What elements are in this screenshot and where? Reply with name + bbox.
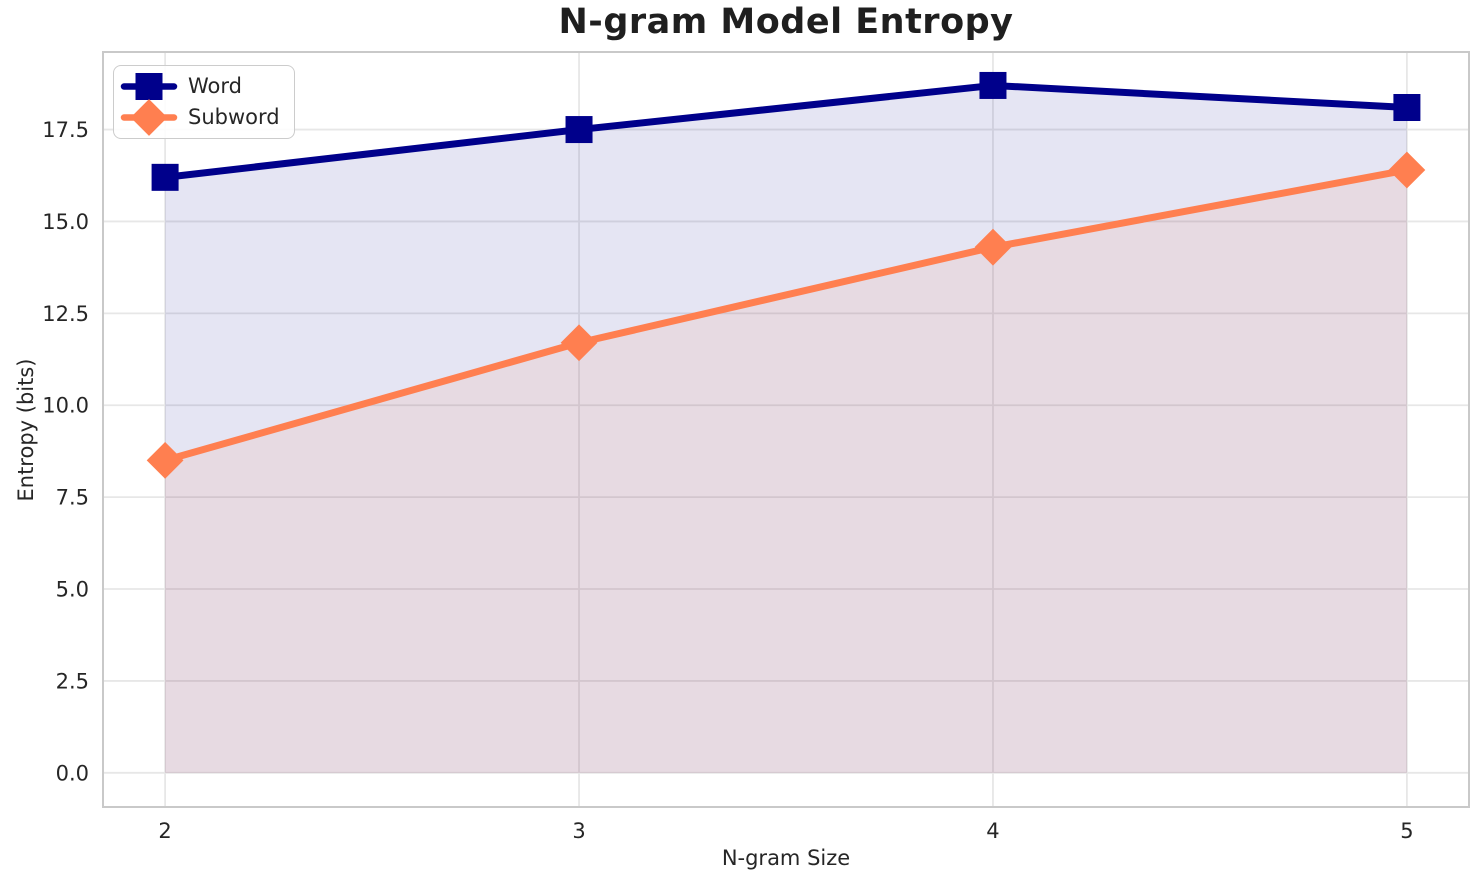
y-tick-label: 5.0 (56, 578, 89, 602)
x-axis-label: N-gram Size (721, 846, 851, 870)
subword-line-marker-sample (120, 99, 178, 136)
marker-square-word (565, 116, 593, 144)
plot-border (102, 51, 1470, 808)
area-fill-word (165, 85, 1407, 773)
legend: Word Subword (113, 65, 295, 139)
y-tick-label: 0.0 (56, 761, 89, 785)
word-line-marker-sample (120, 73, 178, 100)
line-word (161, 81, 1411, 181)
legend-item-word: Word (120, 71, 280, 102)
area-fill-subword (165, 169, 1407, 773)
y-tick-label: 12.5 (42, 302, 89, 326)
y-tick-label: 2.5 (56, 669, 89, 693)
marker-square-word (979, 71, 1007, 99)
marker-diamond-subword (560, 324, 598, 362)
legend-marker-diamond (130, 99, 168, 136)
legend-label-subword: Subword (188, 105, 280, 129)
x-tick-label: 5 (1400, 819, 1413, 843)
line-subword (161, 166, 1411, 464)
y-axis-label: Entropy (bits) (14, 358, 38, 502)
legend-item-subword: Subword (120, 99, 280, 136)
x-tick-label: 3 (572, 819, 585, 843)
y-tick-label: 15.0 (42, 210, 89, 234)
marker-diamond-subword (146, 441, 184, 479)
legend-label-word: Word (188, 74, 242, 98)
chart-title: N-gram Model Entropy (558, 2, 1014, 42)
legend-marker-square (135, 73, 163, 100)
x-tick-label: 2 (158, 819, 171, 843)
marker-square-word (1393, 94, 1421, 122)
x-tick-label: 4 (986, 819, 999, 843)
marker-square-word (151, 163, 179, 191)
y-tick-label: 17.5 (42, 118, 89, 142)
marker-diamond-subword (1388, 151, 1426, 189)
y-tick-label: 7.5 (56, 486, 89, 510)
y-tick-label: 10.0 (42, 394, 89, 418)
